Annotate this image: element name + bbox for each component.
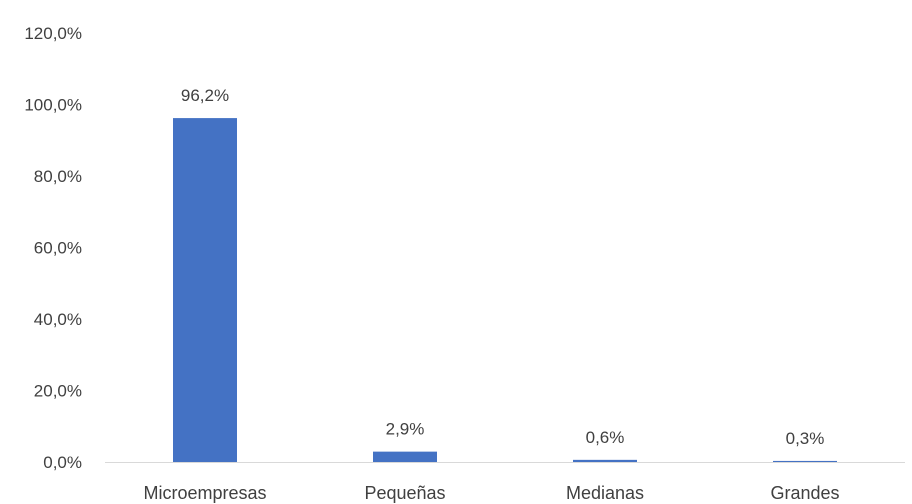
y-axis-tick-labels: 0,0% 20,0% 40,0% 60,0% 80,0% 100,0% 120,0% [24,24,82,472]
x-category-label: Pequeñas [364,483,445,503]
y-tick-label: 40,0% [34,310,82,329]
data-label: 96,2% [181,86,229,105]
bar-medianas [573,459,637,462]
y-tick-label: 80,0% [34,167,82,186]
y-tick-label: 0,0% [43,453,82,472]
bars [173,118,837,463]
x-category-label: Grandes [770,483,839,503]
x-category-label: Microempresas [143,483,266,503]
bar-grandes [773,460,837,462]
y-tick-label: 60,0% [34,239,82,258]
data-labels: 96,2% 2,9% 0,6% 0,3% [181,86,824,448]
y-tick-label: 100,0% [24,96,82,115]
bar-microempresas [173,118,237,463]
data-label: 0,3% [786,429,825,448]
y-tick-label: 120,0% [24,24,82,43]
data-label: 2,9% [386,420,425,439]
data-label: 0,6% [586,428,625,447]
y-tick-label: 20,0% [34,382,82,401]
category-labels: Microempresas Pequeñas Medianas Grandes [143,483,839,503]
x-category-label: Medianas [566,483,644,503]
bar-pequeñas [373,451,437,462]
